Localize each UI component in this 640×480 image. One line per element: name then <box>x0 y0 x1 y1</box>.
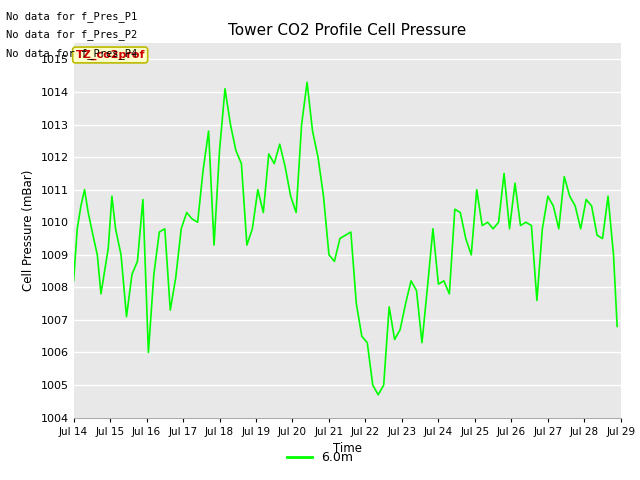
Text: No data for f_Pres_P1: No data for f_Pres_P1 <box>6 11 138 22</box>
Text: No data for f_Pres_P4: No data for f_Pres_P4 <box>6 48 138 59</box>
Y-axis label: Cell Pressure (mBar): Cell Pressure (mBar) <box>22 170 35 291</box>
Legend: 6.0m: 6.0m <box>282 446 358 469</box>
Title: Tower CO2 Profile Cell Pressure: Tower CO2 Profile Cell Pressure <box>228 23 467 38</box>
Text: TZ_co2prof: TZ_co2prof <box>76 50 145 60</box>
X-axis label: Time: Time <box>333 442 362 455</box>
Text: No data for f_Pres_P2: No data for f_Pres_P2 <box>6 29 138 40</box>
